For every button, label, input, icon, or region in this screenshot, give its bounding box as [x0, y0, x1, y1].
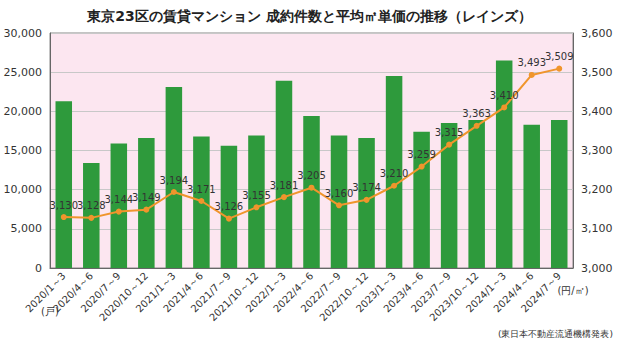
svg-text:3,160: 3,160	[325, 188, 354, 199]
svg-text:東京23区の賃貸マンション 成約件数と平均㎡単価の推移（レイ: 東京23区の賃貸マンション 成約件数と平均㎡単価の推移（レインズ）	[86, 8, 531, 24]
svg-text:10,000: 10,000	[4, 183, 43, 196]
svg-text:3,200: 3,200	[581, 183, 613, 196]
svg-text:2020/10～12: 2020/10～12	[97, 270, 151, 324]
svg-text:0: 0	[35, 262, 42, 275]
svg-text:3,126: 3,126	[215, 201, 244, 212]
svg-text:2020/7～9: 2020/7～9	[78, 270, 123, 315]
svg-text:3,205: 3,205	[297, 170, 326, 181]
svg-text:25,000: 25,000	[4, 66, 43, 79]
svg-text:3,000: 3,000	[581, 262, 613, 275]
svg-text:3,363: 3,363	[462, 108, 491, 119]
svg-text:2022/10～12: 2022/10～12	[317, 270, 371, 324]
svg-text:3,315: 3,315	[435, 127, 464, 138]
svg-text:(戸): (戸)	[41, 306, 59, 318]
svg-text:3,210: 3,210	[380, 168, 409, 179]
svg-text:2021/4～6: 2021/4～6	[161, 270, 206, 315]
svg-text:3,493: 3,493	[517, 57, 546, 68]
svg-text:3,400: 3,400	[581, 105, 613, 118]
svg-text:3,171: 3,171	[187, 184, 216, 195]
svg-text:3,174: 3,174	[352, 182, 381, 193]
svg-text:(東日本不動産流通機構発表): (東日本不動産流通機構発表)	[498, 329, 613, 339]
svg-text:3,100: 3,100	[581, 222, 613, 235]
svg-text:(円/㎡): (円/㎡)	[557, 285, 588, 296]
svg-text:2023/1～3: 2023/1～3	[353, 270, 398, 315]
svg-text:2020/1～3: 2020/1～3	[23, 270, 68, 315]
svg-text:2021/1～3: 2021/1～3	[133, 270, 178, 315]
svg-text:2024/4～6: 2024/4～6	[491, 270, 536, 315]
svg-text:2023/10～12: 2023/10～12	[427, 270, 481, 324]
svg-text:2022/1～3: 2022/1～3	[243, 270, 288, 315]
svg-text:3,149: 3,149	[132, 192, 161, 203]
svg-text:2023/4～6: 2023/4～6	[381, 270, 426, 315]
svg-text:3,128: 3,128	[77, 200, 106, 211]
svg-text:2022/4～6: 2022/4～6	[271, 270, 316, 315]
svg-text:15,000: 15,000	[4, 144, 43, 157]
svg-text:2021/7～9: 2021/7～9	[188, 270, 233, 315]
svg-text:30,000: 30,000	[4, 27, 43, 40]
svg-text:3,300: 3,300	[581, 144, 613, 157]
svg-text:3,259: 3,259	[407, 149, 436, 160]
svg-text:3,509: 3,509	[545, 51, 574, 62]
svg-text:2021/10～12: 2021/10～12	[207, 270, 261, 324]
svg-text:5,000: 5,000	[11, 222, 43, 235]
svg-text:3,130: 3,130	[49, 200, 78, 211]
svg-text:3,181: 3,181	[270, 180, 299, 191]
svg-text:3,600: 3,600	[581, 27, 613, 40]
svg-text:2023/7～9: 2023/7～9	[408, 270, 453, 315]
svg-text:3,155: 3,155	[242, 190, 271, 201]
svg-text:2020/4～6: 2020/4～6	[51, 270, 96, 315]
svg-text:3,194: 3,194	[160, 175, 189, 186]
svg-text:2024/7～9: 2024/7～9	[519, 270, 563, 314]
svg-text:2024/1～3: 2024/1～3	[463, 270, 509, 315]
svg-text:3,500: 3,500	[581, 66, 613, 79]
svg-text:3,410: 3,410	[490, 90, 519, 101]
svg-text:3,144: 3,144	[104, 194, 133, 205]
svg-text:20,000: 20,000	[4, 105, 43, 118]
svg-text:2022/7～9: 2022/7～9	[298, 270, 343, 315]
